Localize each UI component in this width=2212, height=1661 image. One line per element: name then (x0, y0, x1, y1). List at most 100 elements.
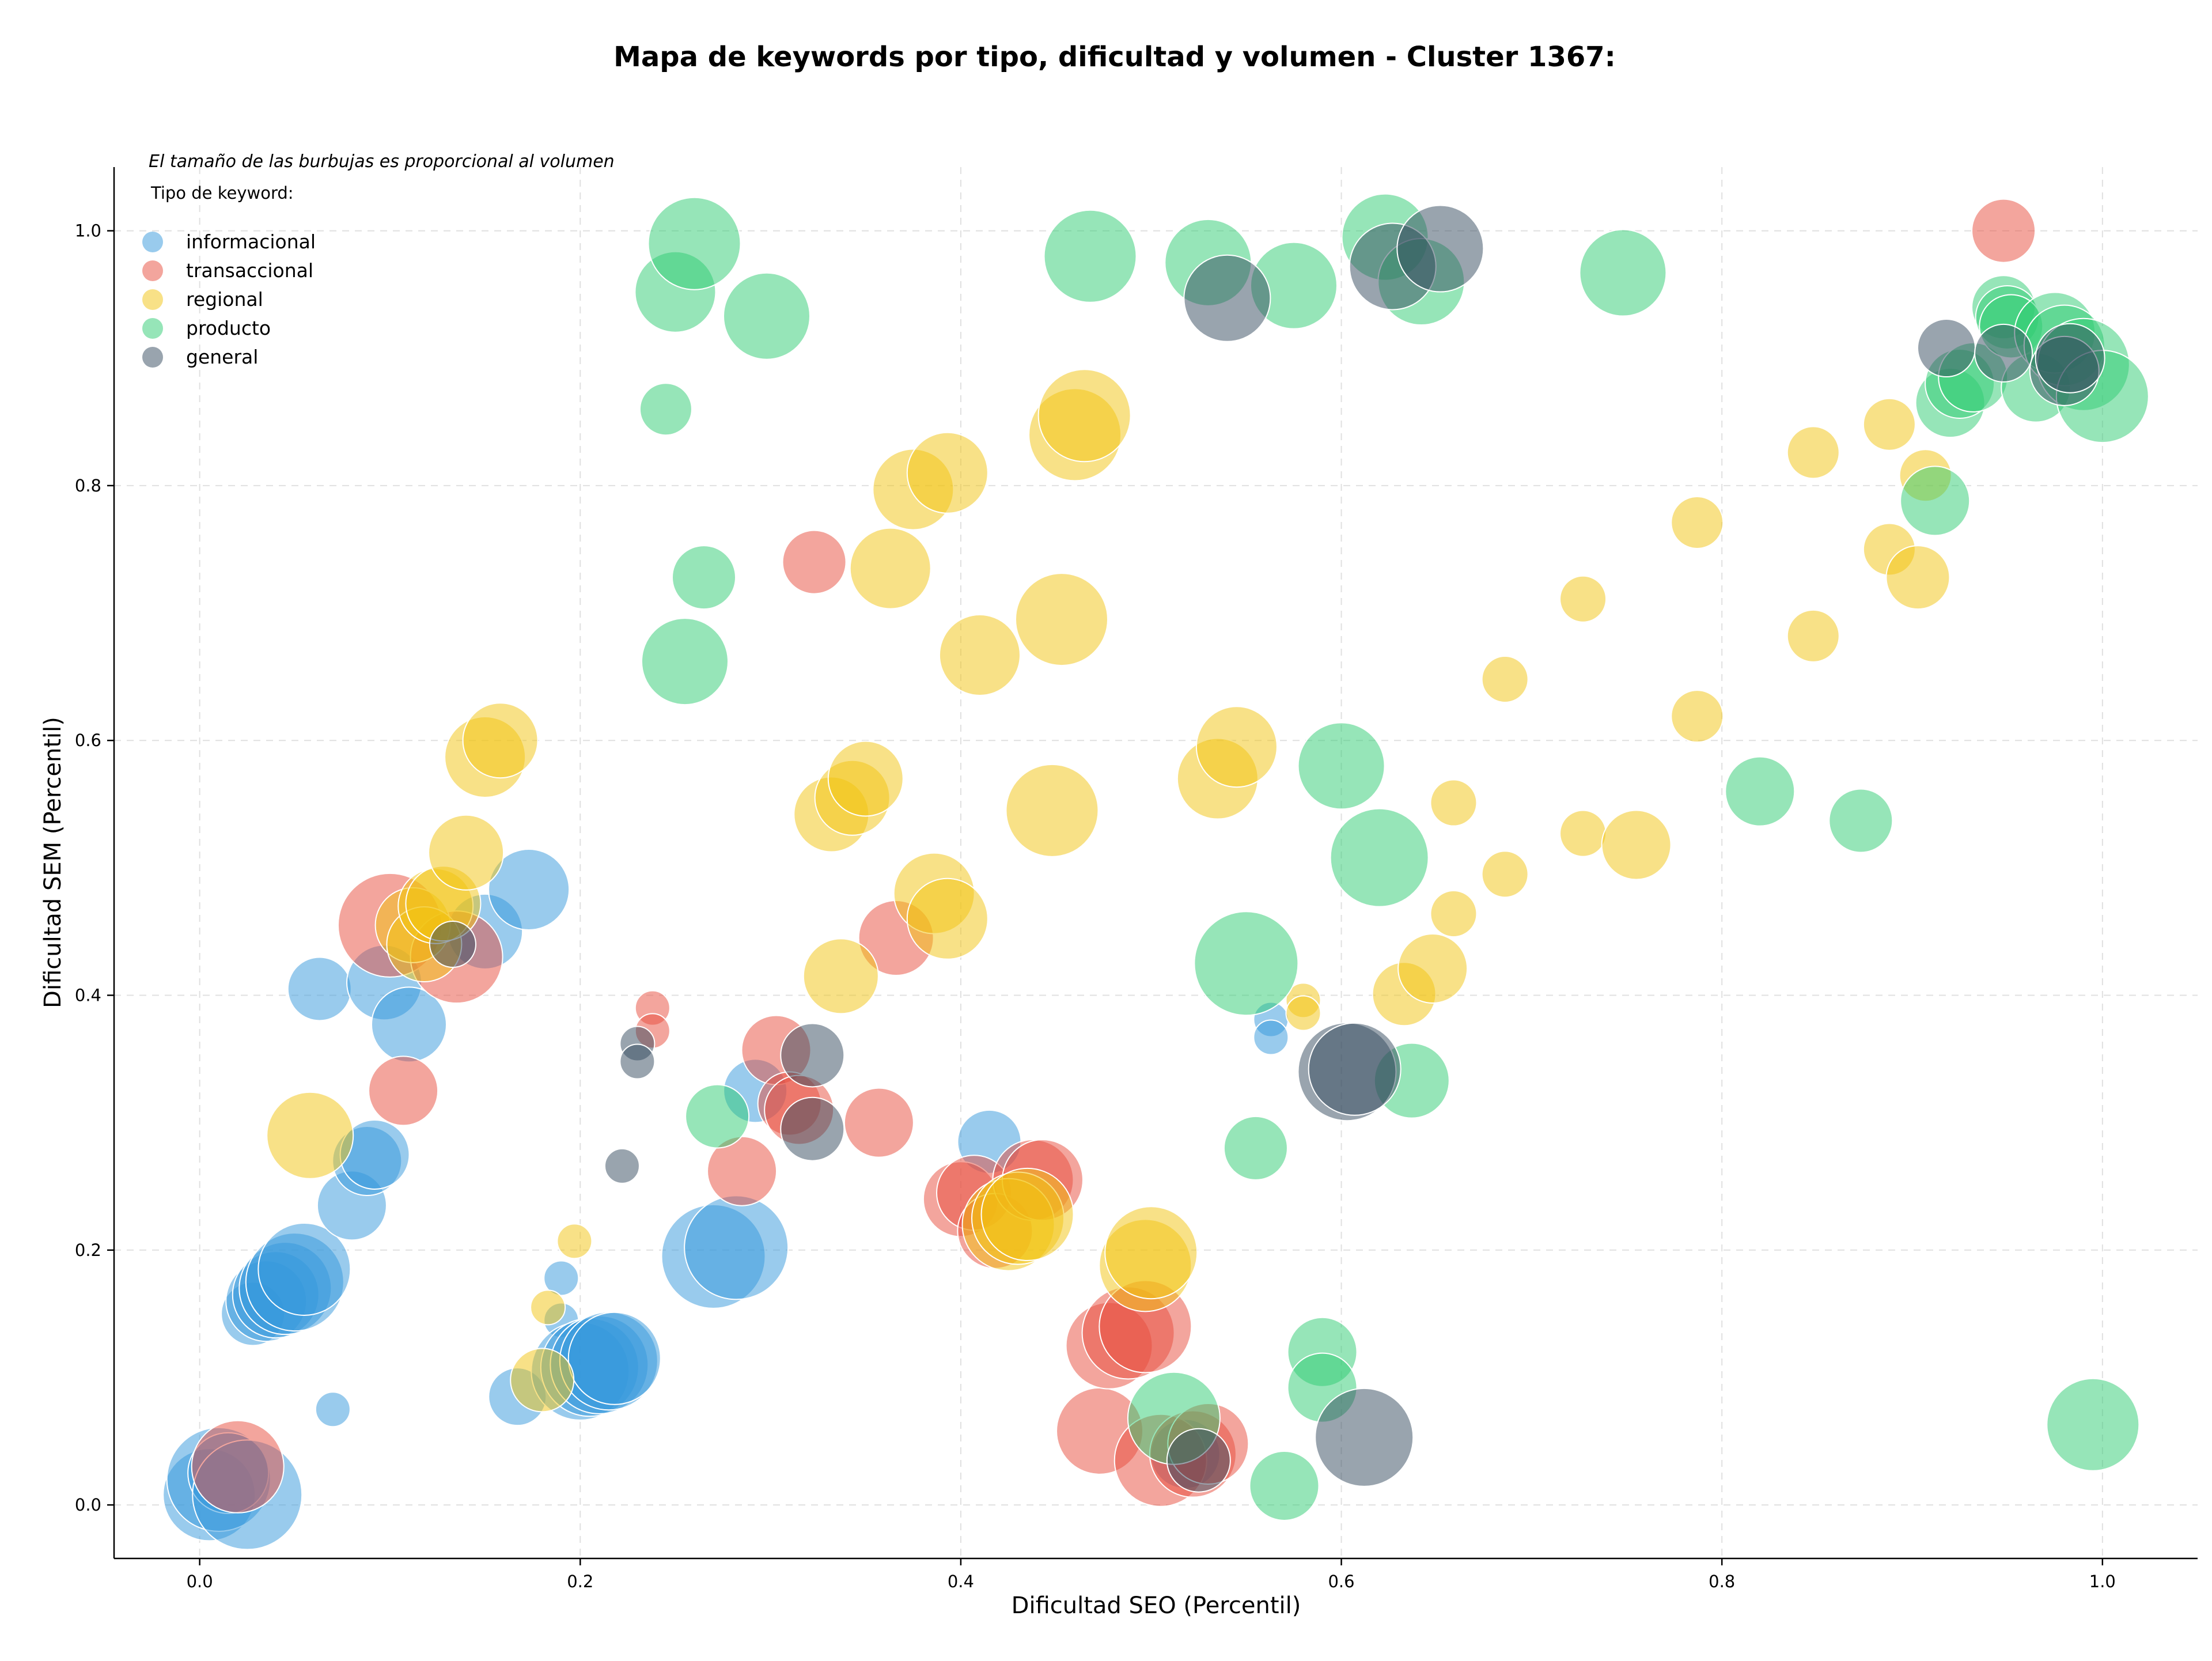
bubble-regional (827, 740, 904, 817)
legend-item-producto: producto (142, 317, 271, 339)
bubble-informacional (488, 848, 570, 930)
bubble-regional (530, 1289, 566, 1326)
legend-label: regional (186, 288, 263, 311)
x-tick-label: 0.8 (1709, 1572, 1735, 1591)
bubble-regional (1397, 933, 1468, 1004)
bubble-general (1916, 319, 1976, 378)
legend-marker (142, 232, 163, 252)
bubble-producto (1579, 229, 1667, 317)
bubble-regional (266, 1091, 354, 1179)
bubble-producto (1330, 808, 1429, 907)
bubble-regional (1862, 398, 1916, 451)
bubble-regional (1559, 575, 1607, 623)
bubble-informacional (543, 1260, 579, 1296)
bubble-regional (906, 432, 988, 514)
y-tick-label: 0.2 (75, 1240, 101, 1260)
bubble-transaccional (843, 1087, 914, 1158)
bubble-regional (1481, 656, 1529, 703)
bubble-regional (1005, 763, 1099, 857)
legend-label: general (186, 346, 258, 368)
bubble-producto (647, 196, 741, 290)
bubbles-layer (162, 193, 2149, 1550)
x-tick-label: 0.0 (187, 1572, 213, 1591)
bubble-regional (938, 614, 1021, 697)
bubble-producto (2046, 1378, 2140, 1471)
bubble-regional (906, 877, 988, 960)
bubble-regional (462, 702, 539, 779)
bubble-producto (641, 618, 729, 706)
bubble-regional (1430, 779, 1478, 827)
bubble-regional (1014, 573, 1108, 667)
bubble-producto (1725, 756, 1796, 827)
bubble-informacional (287, 956, 352, 1021)
bubble-regional (1430, 890, 1478, 937)
ticks: 0.0 0.2 0.4 0.6 0.8 1.0 0.0 0.2 0.4 0.6 0.8 1.0 (75, 221, 2116, 1591)
bubble-regional (980, 1167, 1074, 1261)
bubble-regional (1671, 690, 1724, 743)
size-note: El tamaño de las burbujas es proporciona… (149, 152, 615, 172)
bubble-regional (510, 1348, 575, 1413)
legend-marker (142, 318, 163, 339)
x-tick-label: 0.6 (1328, 1572, 1354, 1591)
bubble-regional (1481, 850, 1529, 898)
legend-item-general: general (142, 346, 258, 368)
bubble-regional (1601, 809, 1672, 880)
legend-marker (142, 260, 163, 281)
bubble-producto (671, 545, 736, 610)
bubble-regional (1671, 496, 1724, 550)
bubble-producto (685, 1084, 750, 1149)
bubble-regional (428, 814, 505, 891)
legend-label: producto (186, 317, 271, 339)
x-axis-label: Dificultad SEO (Percentil) (1012, 1592, 1301, 1619)
y-tick-label: 0.0 (75, 1495, 101, 1515)
legend-label: informacional (186, 230, 316, 253)
bubble-general (1166, 1428, 1231, 1493)
series-producto (634, 193, 2149, 1521)
bubble-regional (802, 938, 879, 1015)
bubble-producto (1297, 722, 1385, 810)
bubble-informacional (257, 1222, 351, 1316)
bubble-general (1396, 205, 1484, 293)
bubble-transaccional (368, 1055, 439, 1126)
bubble-informacional (567, 1311, 661, 1405)
legend-marker (142, 347, 163, 368)
bubble-general (429, 921, 476, 968)
bubble-regional (1195, 706, 1278, 788)
bubble-general (2035, 323, 2105, 394)
legend-item-informacional: informacional (142, 230, 316, 253)
axes (113, 167, 2198, 1560)
y-tick-label: 0.4 (75, 986, 101, 1005)
bubble-regional (1037, 369, 1131, 463)
legend-marker (142, 289, 163, 310)
bubble-general (780, 1023, 845, 1088)
bubble-regional (1786, 426, 1840, 479)
x-tick-label: 1.0 (2089, 1572, 2116, 1591)
y-tick-label: 1.0 (75, 221, 101, 241)
bubble-transaccional (782, 529, 847, 595)
x-tick-label: 0.4 (948, 1572, 974, 1591)
bubble-producto (1223, 1115, 1288, 1181)
bubble-general (1308, 1022, 1402, 1116)
bubble-general (1315, 1387, 1414, 1487)
legend-item-regional: regional (142, 288, 263, 311)
bubble-regional (1104, 1206, 1198, 1300)
bubble-producto (1249, 1450, 1320, 1521)
bubble-regional (556, 1223, 593, 1259)
bubble-transaccional (191, 1420, 285, 1514)
bubble-general (604, 1148, 640, 1184)
series-general (429, 205, 2105, 1493)
bubble-informacional (1253, 1019, 1289, 1055)
y-axis-label: Dificultad SEM (Percentil) (40, 717, 66, 1008)
bubble-general (780, 1096, 845, 1161)
bubble-regional (1285, 995, 1321, 1031)
legend-items: informacional transaccional regional produc… (142, 230, 316, 368)
bubble-general (1183, 254, 1271, 342)
bubble-producto (1828, 788, 1893, 853)
bubble-regional (1786, 609, 1840, 663)
bubble-general (619, 1043, 656, 1080)
legend-item-transaccional: transaccional (142, 259, 313, 282)
bubble-producto (1900, 466, 1971, 536)
legend-title: Tipo de keyword: (150, 183, 294, 203)
chart-title: Mapa de keywords por tipo, dificultad y … (613, 41, 1616, 73)
